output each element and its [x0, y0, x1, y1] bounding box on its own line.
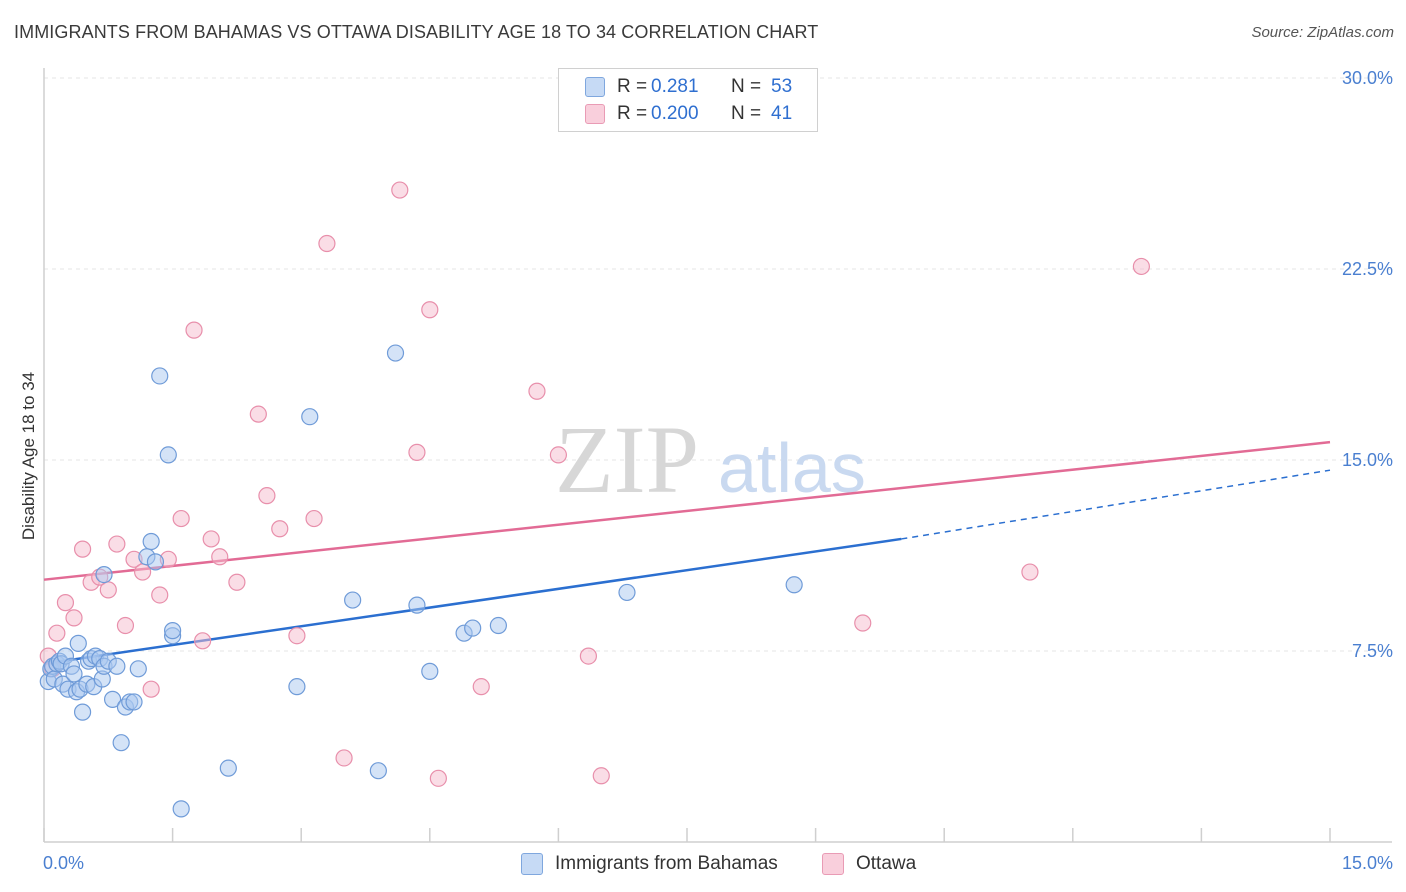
point-bahamas [151, 367, 169, 385]
y-tick-label: 7.5% [1352, 641, 1393, 661]
point-bahamas [95, 565, 113, 584]
bottom-legend-label-ottawa: Ottawa [856, 853, 917, 874]
source-label: Source: ZipAtlas.com [1251, 24, 1394, 41]
point-bahamas [142, 532, 160, 551]
bottom-legend-swatch-ottawa [822, 853, 844, 875]
point-bahamas [288, 678, 306, 696]
legend-n-value: 41 [771, 103, 793, 124]
point-bahamas [408, 596, 426, 614]
x-tick-label: 15.0% [1342, 853, 1393, 873]
legend-r-value: 0.281 [651, 76, 699, 97]
point-ottawa [172, 509, 190, 528]
point-ottawa [421, 301, 439, 319]
point-ottawa [592, 767, 610, 785]
point-ottawa [202, 530, 220, 548]
point-ottawa [108, 535, 126, 553]
point-ottawa [185, 321, 203, 339]
point-ottawa [249, 405, 267, 423]
point-bahamas [164, 622, 182, 640]
point-ottawa [73, 540, 92, 558]
point-ottawa [335, 749, 353, 767]
tick-labels: 7.5% 15.0% 22.5% 30.0% 0.0% 15.0% [43, 68, 1393, 873]
point-bahamas [146, 553, 165, 571]
point-bahamas [65, 665, 83, 683]
bottom-legend-label-bahamas: Immigrants from Bahamas [555, 853, 778, 874]
point-ottawa [65, 609, 83, 627]
point-ottawa [271, 520, 289, 538]
point-bahamas [489, 616, 507, 635]
point-bahamas [421, 662, 439, 680]
y-tick-label: 30.0% [1342, 68, 1393, 88]
point-bahamas [618, 583, 636, 602]
point-bahamas [103, 690, 122, 708]
trend-line-bahamas [43, 537, 902, 665]
legend-n-value: 53 [771, 76, 793, 97]
y-tick-label: 22.5% [1342, 259, 1393, 279]
point-ottawa [1021, 563, 1039, 581]
bottom-legend-bahamas: Immigrants from Bahamas [521, 852, 778, 876]
point-bahamas [301, 408, 319, 426]
point-bahamas [785, 576, 803, 594]
point-bahamas [386, 344, 405, 362]
legend-n-label: N = [731, 76, 762, 97]
point-bahamas [112, 734, 130, 752]
watermark-zip: ZIP [555, 406, 699, 513]
point-ottawa [549, 446, 568, 464]
point-ottawa [318, 234, 336, 253]
point-ottawa [151, 586, 169, 604]
legend-r-label: R = [617, 76, 648, 97]
point-ottawa [116, 616, 135, 635]
legend-swatch-ottawa [585, 104, 605, 124]
point-bahamas [69, 634, 87, 652]
point-ottawa [1132, 257, 1150, 276]
point-ottawa [305, 509, 323, 528]
bottom-legend-swatch-bahamas [521, 853, 543, 875]
legend-n-label: N = [731, 103, 762, 124]
trend-lines [43, 440, 1331, 665]
y-axis-title: Disability Age 18 to 34 [19, 372, 38, 540]
point-bahamas [129, 660, 147, 678]
point-ottawa [288, 627, 306, 645]
trend-line-ottawa [43, 440, 1331, 581]
point-ottawa [99, 581, 117, 599]
point-ottawa [528, 382, 546, 400]
legend: R = 0.281 N = 53 R = 0.200 N = 41 [558, 68, 818, 132]
axis-layer [43, 68, 1392, 843]
legend-swatch-bahamas [585, 77, 605, 97]
y-tick-label: 15.0% [1342, 450, 1393, 470]
point-ottawa [142, 680, 160, 698]
point-ottawa [56, 594, 75, 612]
legend-r-value: 0.200 [651, 103, 699, 124]
chart-title: IMMIGRANTS FROM BAHAMAS VS OTTAWA DISABI… [14, 22, 819, 42]
point-bahamas [159, 446, 177, 464]
point-bahamas [108, 657, 126, 675]
point-ottawa [408, 443, 426, 461]
point-bahamas [344, 591, 362, 609]
point-bahamas [219, 759, 237, 777]
point-ottawa [48, 624, 66, 642]
bottom-legend-ottawa: Ottawa [822, 852, 916, 876]
data-points [39, 181, 1150, 818]
point-bahamas [172, 800, 190, 818]
point-ottawa [854, 614, 872, 632]
point-ottawa [211, 548, 229, 566]
point-ottawa [429, 769, 447, 787]
point-bahamas [125, 693, 143, 711]
legend-r-label: R = [617, 103, 648, 124]
x-tick-label: 0.0% [43, 853, 84, 873]
point-ottawa [258, 487, 276, 505]
point-ottawa [194, 632, 212, 650]
point-bahamas [369, 762, 387, 780]
point-ottawa [579, 647, 598, 665]
point-bahamas [464, 619, 482, 637]
point-bahamas [73, 703, 92, 721]
point-ottawa [391, 181, 409, 199]
point-ottawa [472, 678, 490, 696]
point-ottawa [228, 573, 246, 591]
